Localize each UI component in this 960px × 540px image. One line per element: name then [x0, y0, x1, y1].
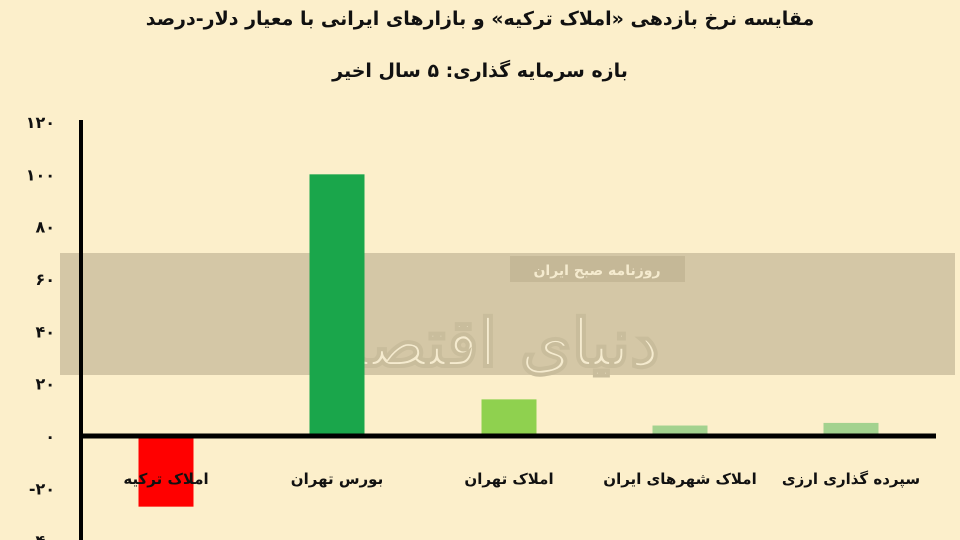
y-tick-label: -۴۰: [29, 532, 55, 540]
y-tick-label: ۶۰: [35, 270, 55, 289]
y-tick-label: ۰: [45, 427, 55, 446]
y-tick-label: ۲۰: [35, 375, 55, 394]
bar-5: [823, 422, 879, 436]
watermark-logo: دنیای اقتصاد: [321, 304, 660, 382]
y-tick-label: -۲۰: [29, 479, 55, 498]
x-tick-label: املاک شهرهای ایران: [603, 470, 756, 488]
watermark-tagline: روزنامه صبح ایران: [533, 263, 660, 279]
watermark-band: [60, 253, 955, 375]
y-tick-label: ۸۰: [35, 218, 55, 237]
bar-2: [309, 174, 365, 437]
bar-4: [652, 425, 708, 436]
x-tick-label: بورس تهران: [291, 470, 383, 488]
y-tick-label: ۱۰۰: [26, 165, 55, 184]
chart-title: مقایسه نرخ بازدهی «املاک ترکیه» و بازاره…: [145, 8, 815, 30]
y-tick-label: ۱۲۰: [26, 113, 55, 132]
x-tick-label: سپرده گذاری ارزی: [782, 470, 920, 489]
watermark-tag-bg: [510, 256, 685, 282]
chart-subtitle: بازه سرمایه گذاری: ۵ سال اخیر: [332, 60, 628, 82]
bar-1: [138, 436, 194, 507]
y-tick-label: ۴۰: [35, 322, 55, 341]
x-tick-label: املاک تهران: [464, 470, 553, 488]
x-tick-label: املاک ترکیه: [123, 470, 208, 488]
bar-3: [481, 399, 537, 436]
